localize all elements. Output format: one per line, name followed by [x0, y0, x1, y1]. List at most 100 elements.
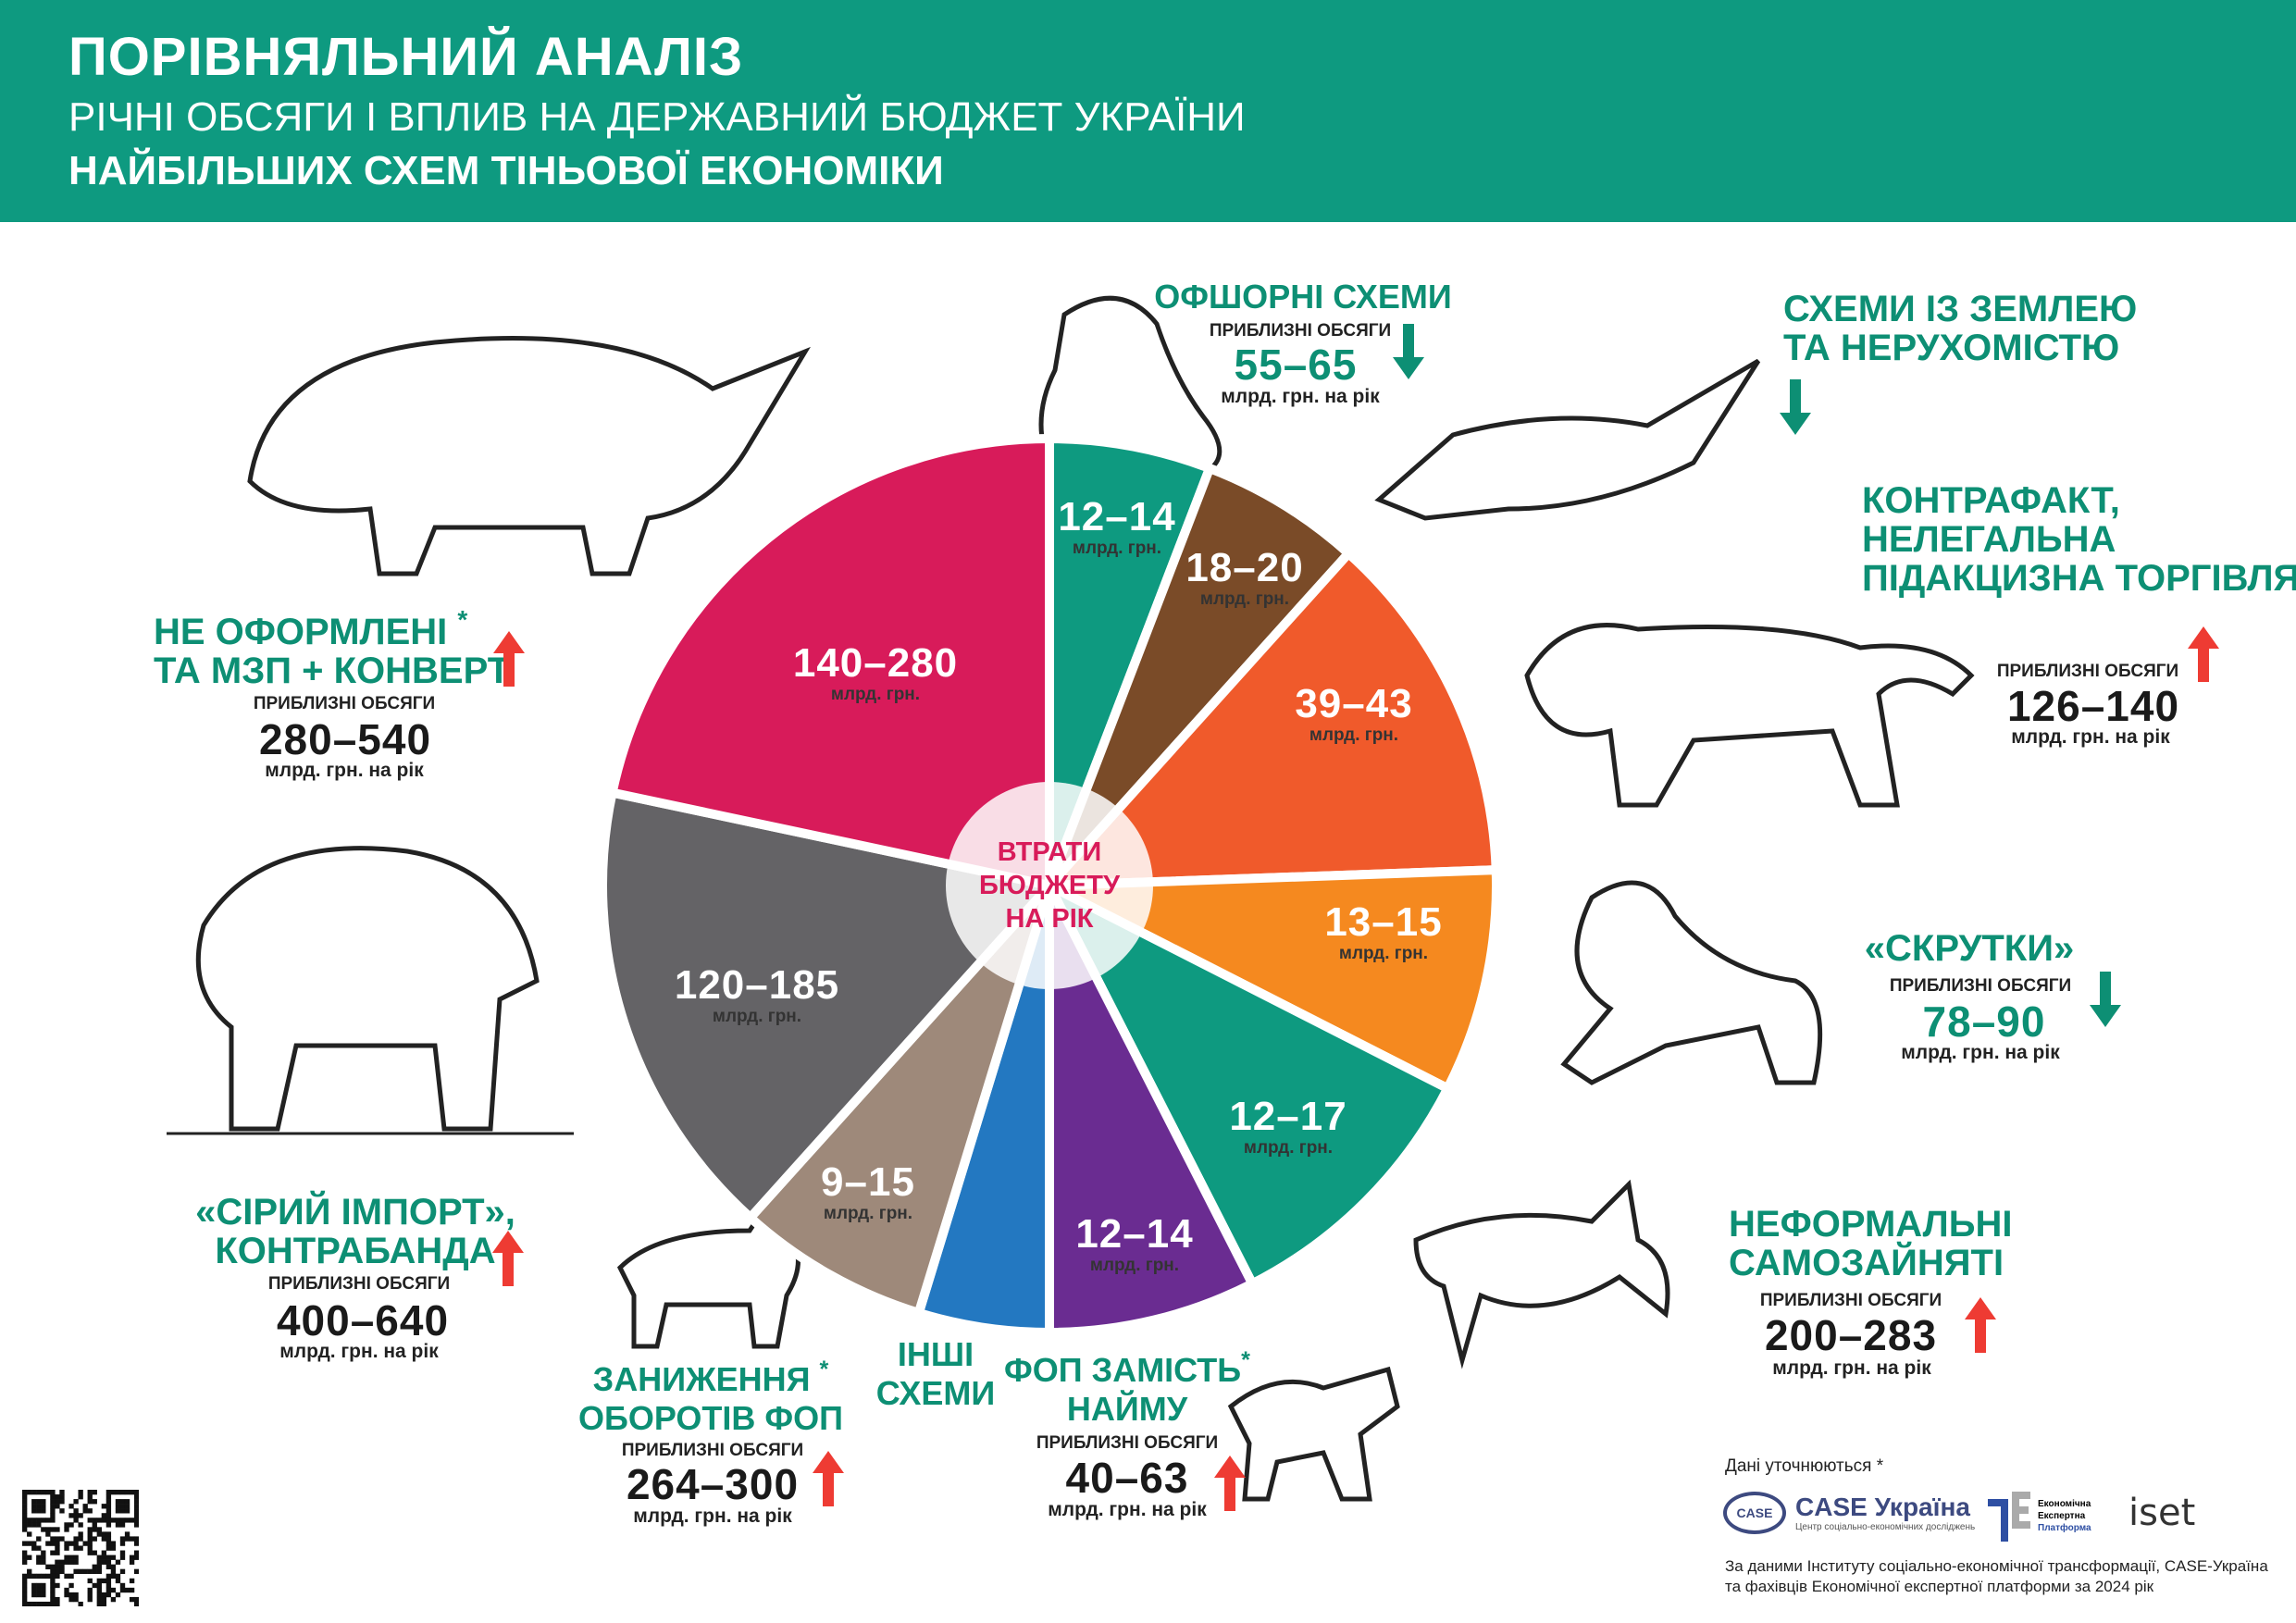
unregistered-volume: 280–540: [258, 715, 432, 763]
title-line: САМОЗАЙНЯТІ: [1729, 1243, 2004, 1283]
rhino-illustration: [247, 336, 811, 576]
page-subtitle-2: НАЙБІЛЬШИХ СХЕМ ТІНЬОВОЇ ЕКОНОМІКИ: [68, 148, 944, 193]
pie-slice: [1045, 549, 1501, 890]
arrow-down-icon: [2090, 972, 2121, 1027]
title-line: НЕФОРМАЛЬНІ: [1729, 1204, 2013, 1245]
wolf-illustration: [1227, 1366, 1400, 1502]
offshore-approx-label: ПРИБЛИЗНІ ОБСЯГИ: [1209, 321, 1392, 341]
counterfeit-approx-label: ПРИБЛИЗНІ ОБСЯГИ: [1996, 662, 2179, 681]
pie-slice-label: 39–43 млрд. грн.: [1295, 683, 1412, 746]
grey-import-volume: 400–640: [276, 1296, 450, 1344]
page-title: ПОРІВНЯЛЬНИЙ АНАЛІЗ: [68, 27, 744, 87]
title-line: НЕ ОФОРМЛЕНІ: [154, 612, 448, 652]
slice-value: 12–14: [1075, 1211, 1194, 1257]
offshore-volume: 55–65: [1234, 341, 1358, 389]
pie-slice: [1045, 865, 1502, 1094]
eep-line: Економічна: [2038, 1498, 2091, 1509]
self-employed-unit: млрд. грн. на рік: [1772, 1357, 1931, 1379]
title-line: НЕЛЕГАЛЬНА: [1862, 519, 2116, 560]
fop-instead-hiring-approx-label: ПРИБЛИЗНІ ОБСЯГИ: [1036, 1433, 1219, 1453]
arrow-up-icon: [1965, 1297, 1996, 1353]
pie-slice-label: 12–14 млрд. грн.: [1058, 496, 1175, 559]
unregistered-approx-label: ПРИБЛИЗНІ ОБСЯГИ: [253, 694, 436, 713]
slice-unit: млрд. грн.: [1243, 1138, 1334, 1158]
title-line: ТА НЕРУХОМІСТЮ: [1783, 328, 2120, 368]
arrow-up-icon: [493, 631, 525, 687]
title-line: НАЙМУ: [1066, 1390, 1188, 1428]
qr-code[interactable]: [22, 1490, 139, 1606]
slice-value: 13–15: [1324, 899, 1443, 945]
case-name: CASE Україна: [1795, 1493, 1970, 1521]
grey-import-title: «СІРИЙ ІМПОРТ», КОНТРАБАНДА: [195, 1193, 515, 1270]
lion-illustration: [1560, 880, 1823, 1085]
title-line: ЗАНИЖЕННЯ: [592, 1360, 811, 1398]
self-employed-title: НЕФОРМАЛЬНІ САМОЗАЙНЯТІ: [1729, 1205, 2012, 1282]
slice-unit: млрд. грн.: [1338, 944, 1429, 963]
shark-illustration: [1413, 1179, 1670, 1369]
eep-line: Платформа: [2038, 1522, 2091, 1533]
pie-slice: [1045, 464, 1354, 890]
skrutky-title: «СКРУТКИ»: [1864, 928, 2075, 969]
pie-center-label: ВТРАТИ БЮДЖЕТУ НА РІК: [979, 836, 1120, 935]
title-line: ПІДАКЦИЗНА ТОРГІВЛЯ: [1862, 558, 2296, 599]
slice-value: 140–280: [792, 640, 959, 686]
arrow-up-icon: [1214, 1456, 1246, 1511]
title-line: ТА МЗП + КОНВЕРТ: [154, 650, 511, 691]
slice-value: 12–14: [1058, 494, 1176, 539]
data-pending-note: Дані уточнюються *: [1725, 1456, 1884, 1476]
title-line: ІНШІ: [897, 1335, 974, 1373]
pie-center-circle: [946, 782, 1153, 989]
slice-unit: млрд. грн.: [1089, 1256, 1180, 1275]
slice-value: 120–185: [674, 962, 840, 1008]
eep-logo: Економічна Експертна Платформа: [1986, 1490, 2091, 1542]
slice-value: 12–17: [1229, 1094, 1347, 1139]
asterisk: *: [457, 605, 468, 635]
land-title: СХЕМИ ІЗ ЗЕМЛЕЮ ТА НЕРУХОМІСТЮ: [1783, 290, 2137, 367]
slice-unit: млрд. грн.: [712, 1007, 802, 1026]
pie-slice-label: 9–15 млрд. грн.: [821, 1161, 915, 1224]
slice-unit: млрд. грн.: [1199, 589, 1290, 609]
counterfeit-volume: 126–140: [2006, 682, 2180, 730]
eep-line: Експертна: [2038, 1510, 2086, 1521]
slice-value: 18–20: [1185, 545, 1304, 590]
case-tagline: Центр соціально-економічних досліджень: [1795, 1522, 1976, 1532]
pie-slice: [598, 787, 1054, 1222]
center-label-line: НА РІК: [1005, 904, 1094, 934]
title-line: КОНТРАФАКТ,: [1862, 480, 2120, 521]
arrow-up-icon: [492, 1231, 524, 1286]
slice-value: 9–15: [821, 1159, 915, 1205]
header-banner: ПОРІВНЯЛЬНИЙ АНАЛІЗ РІЧНІ ОБСЯГИ І ВПЛИВ…: [0, 0, 2296, 222]
fop-underreporting-approx-label: ПРИБЛИЗНІ ОБСЯГИ: [621, 1441, 804, 1460]
title-line: ФОП ЗАМІСТЬ: [1004, 1351, 1242, 1389]
slice-unit: млрд. грн.: [1309, 725, 1399, 745]
unregistered-unit: млрд. грн. на рік: [265, 760, 424, 781]
offshore-title: ОФШОРНІ СХЕМИ: [1154, 278, 1452, 316]
pie-slice: [1045, 881, 1453, 1289]
grey-import-approx-label: ПРИБЛИЗНІ ОБСЯГИ: [267, 1274, 451, 1294]
counterfeit-title: КОНТРАФАКТ, НЕЛЕГАЛЬНА ПІДАКЦИЗНА ТОРГІВ…: [1862, 481, 2296, 598]
iset-logo: iset: [2128, 1492, 2196, 1534]
center-label-line: БЮДЖЕТУ: [979, 871, 1120, 900]
pie-slice-label: 140–280 млрд. грн.: [793, 642, 958, 705]
pie-slice-label: 12–14 млрд. грн.: [1075, 1213, 1193, 1276]
case-badge: CASE: [1723, 1492, 1786, 1534]
pie-slice: [1045, 881, 1258, 1337]
fop-underreporting-unit: млрд. грн. на рік: [633, 1505, 792, 1527]
title-line: СХЕМИ ІЗ ЗЕМЛЕЮ: [1783, 289, 2138, 329]
fop-underreporting-title: ЗАНИЖЕННЯ * ОБОРОТІВ ФОП: [578, 1357, 843, 1438]
title-line: КОНТРАБАНДА: [215, 1231, 496, 1271]
skrutky-approx-label: ПРИБЛИЗНІ ОБСЯГИ: [1889, 976, 2072, 996]
eep-logo-mark: [1988, 1492, 2030, 1542]
pie-slice-label: 120–185 млрд. грн.: [675, 964, 839, 1027]
self-employed-volume: 200–283: [1764, 1311, 1938, 1359]
skrutky-volume: 78–90: [1922, 997, 2046, 1046]
unregistered-title: НЕ ОФОРМЛЕНІ * ТА МЗП + КОНВЕРТ: [154, 607, 511, 691]
asterisk: *: [1241, 1346, 1250, 1373]
fop-instead-hiring-title: ФОП ЗАМІСТЬ* НАЙМУ: [1004, 1348, 1250, 1429]
title-line: СХЕМИ: [875, 1374, 996, 1412]
center-label-line: ВТРАТИ: [997, 837, 1102, 867]
slice-unit: млрд. грн.: [1072, 539, 1162, 558]
arrow-up-icon: [813, 1451, 844, 1506]
source-note: За даними Інституту соціально-економічно…: [1725, 1556, 2268, 1597]
arrow-up-icon: [2188, 626, 2219, 682]
